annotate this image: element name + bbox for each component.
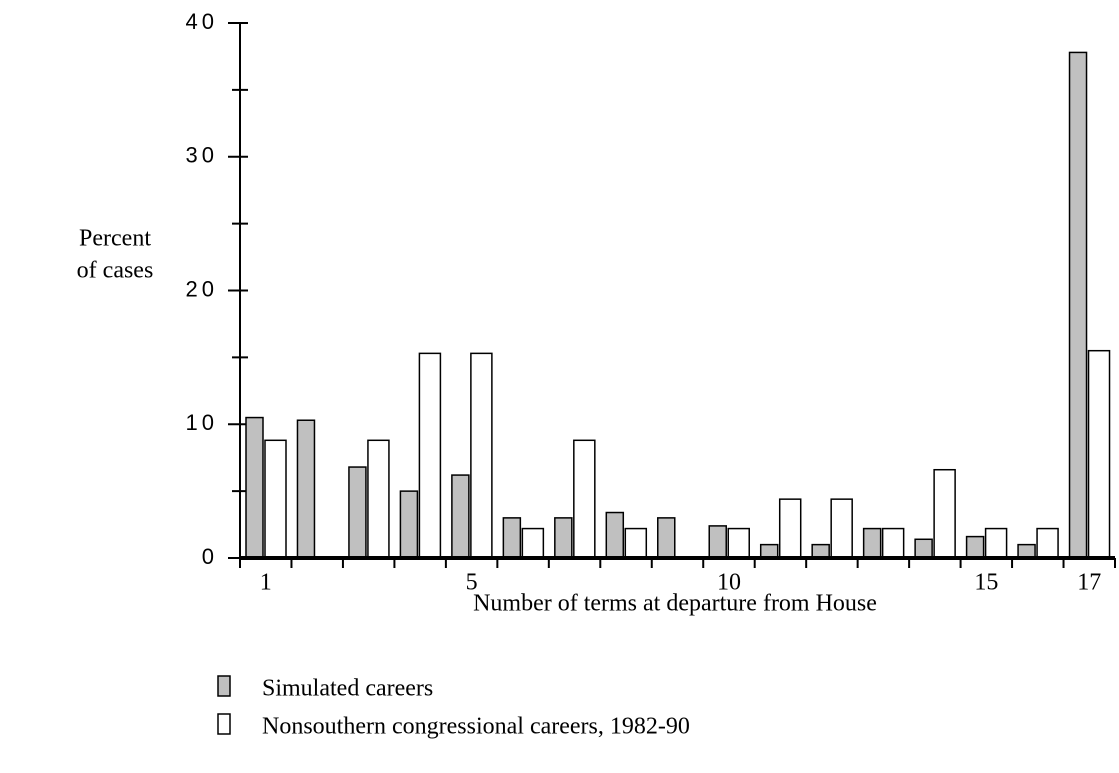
bar <box>624 527 648 559</box>
bar <box>573 439 596 559</box>
bar <box>245 416 264 559</box>
bar <box>984 527 1008 559</box>
y-tick-label: 30 <box>186 143 218 168</box>
y-axis-label: of cases <box>77 258 154 284</box>
bar <box>1087 349 1111 559</box>
bar <box>418 352 442 559</box>
bar <box>862 527 882 559</box>
y-axis-label: Percent <box>79 226 151 252</box>
x-tick-label: 15 <box>974 570 998 596</box>
bar <box>296 419 316 559</box>
bar <box>811 543 830 559</box>
x-tick-label: 1 <box>260 570 272 596</box>
bar <box>470 352 493 559</box>
y-tick-label: 20 <box>186 276 218 301</box>
bar <box>502 517 522 559</box>
y-tick-label: 10 <box>186 410 218 435</box>
bar <box>605 511 625 559</box>
bar <box>554 517 573 559</box>
x-axis-label: Number of terms at departure from House <box>473 591 877 617</box>
y-tick-label: 0 <box>202 544 218 569</box>
x-tick-label: 17 <box>1077 570 1101 596</box>
bar <box>759 543 779 559</box>
bar <box>965 535 985 559</box>
bar <box>348 466 367 559</box>
bar <box>521 527 545 559</box>
bar <box>933 468 956 559</box>
legend-label: Simulated careers <box>262 676 433 702</box>
bar <box>778 498 802 559</box>
bar <box>399 490 419 559</box>
bar <box>451 474 470 559</box>
bar <box>264 439 287 559</box>
y-tick-label: 40 <box>186 9 218 34</box>
x-tick-label: 5 <box>466 570 478 596</box>
x-tick-label: 10 <box>717 570 741 596</box>
bar <box>881 527 905 559</box>
legend-swatch <box>217 675 231 697</box>
legend-swatch <box>217 713 231 735</box>
bar <box>657 517 676 559</box>
bar <box>708 525 727 559</box>
bar <box>830 498 853 559</box>
bar <box>1068 51 1088 559</box>
bar <box>914 538 933 559</box>
bar <box>367 439 390 559</box>
bar <box>1017 543 1036 559</box>
legend-label: Nonsouthern congressional careers, 1982-… <box>262 714 690 740</box>
bar <box>727 527 750 559</box>
bar <box>1036 527 1059 559</box>
